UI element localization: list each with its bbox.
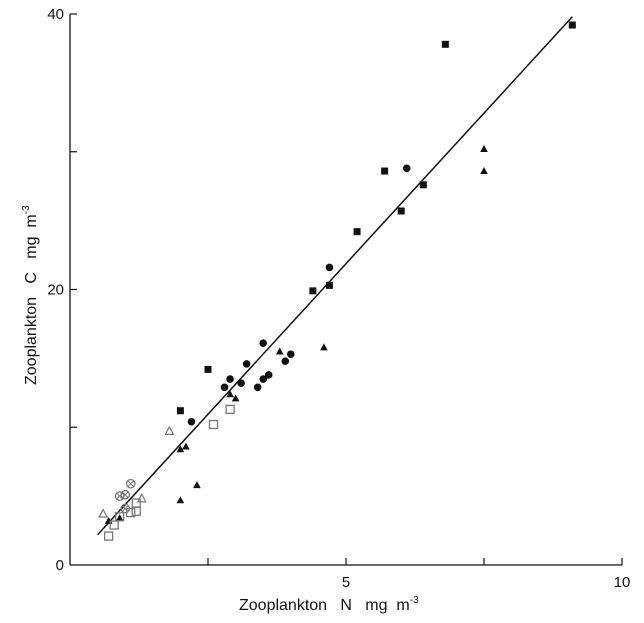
- data-point-open-square: [115, 512, 125, 522]
- y-axis-title-text: Zooplankton C mg m: [23, 214, 40, 385]
- data-point-filled-circle: [287, 350, 295, 359]
- axis-tick-labels: 5 10 0 20 40: [47, 6, 630, 591]
- data-point-filled-square: [568, 21, 576, 29]
- x-axis-title-exponent: -3: [410, 595, 419, 606]
- data-point-circle-cross-hatch: [116, 492, 124, 500]
- x-tick-label: 5: [342, 574, 350, 591]
- data-point-filled-triangle: [176, 496, 185, 504]
- y-tick-label: 0: [56, 557, 64, 574]
- data-point-filled-triangle: [115, 514, 124, 522]
- data-point-filled-square: [381, 167, 389, 175]
- data-point-open-square: [131, 506, 141, 516]
- data-point-filled-circle: [325, 263, 334, 272]
- data-point-open-triangle: [136, 493, 147, 503]
- data-point-filled-square: [176, 407, 184, 415]
- data-point-filled-triangle: [182, 442, 190, 450]
- x-tick-label: 10: [614, 574, 631, 591]
- data-point-circle-cross-hatch: [121, 505, 129, 512]
- data-point-circle-cross-hatch: [127, 480, 135, 488]
- data-point-filled-triangle: [320, 343, 328, 351]
- x-axis-title-text: Zooplankton N mg m: [239, 597, 410, 614]
- data-point-filled-circle: [237, 379, 245, 387]
- data-point-filled-square: [325, 281, 333, 289]
- data-point-circle-cross-ring: [114, 491, 125, 501]
- data-point-filled-circle: [226, 375, 234, 383]
- data-point-filled-circle: [259, 375, 268, 383]
- data-point-open-triangle: [164, 425, 175, 435]
- data-point-filled-square: [441, 40, 449, 48]
- data-point-filled-square: [204, 365, 212, 373]
- data-point-open-square: [109, 520, 119, 530]
- axes-frame: [69, 14, 622, 566]
- data-point-circle-cross: [125, 478, 136, 489]
- y-tick-label: 40: [47, 6, 64, 23]
- regression-line: [97, 16, 573, 536]
- data-point-circle-cross: [120, 489, 131, 500]
- data-point-circle-cross: [120, 503, 131, 514]
- data-point-filled-circle: [187, 417, 196, 426]
- data-point-filled-circle: [259, 339, 268, 348]
- x-axis-title: Zooplankton N mg m-3: [239, 595, 419, 614]
- y-tick-label: 20: [47, 282, 64, 299]
- data-point-circle-cross-ring: [120, 503, 131, 514]
- data-point-filled-circle: [402, 164, 411, 173]
- data-point-filled-triangle: [176, 445, 185, 453]
- data-point-filled-square: [397, 207, 405, 215]
- axis-ticks: [70, 13, 623, 565]
- data-point-filled-square: [353, 228, 361, 236]
- data-point-open-square: [103, 531, 114, 541]
- data-point-filled-triangle: [480, 144, 488, 152]
- data-point-circle-cross-ring: [125, 478, 136, 489]
- data-point-filled-circle: [264, 371, 273, 379]
- data-point-filled-circle: [281, 357, 290, 365]
- y-axis-title: Zooplankton C mg m-3: [21, 205, 40, 385]
- data-point-filled-triangle: [231, 394, 240, 402]
- data-points: [98, 21, 576, 541]
- data-point-open-square: [225, 404, 235, 414]
- data-point-filled-circle: [242, 360, 251, 368]
- data-point-filled-triangle: [226, 390, 234, 398]
- data-point-open-triangle: [98, 508, 109, 518]
- data-point-filled-square: [419, 181, 427, 189]
- data-point-filled-circle: [253, 383, 262, 392]
- data-point-filled-triangle: [275, 347, 284, 355]
- data-point-circle-cross: [114, 491, 125, 501]
- data-point-open-square: [208, 419, 219, 430]
- data-point-filled-triangle: [480, 167, 488, 175]
- data-point-filled-square: [309, 287, 317, 295]
- data-point-filled-circle: [220, 383, 229, 392]
- data-point-filled-triangle: [193, 481, 201, 489]
- y-axis-title-exponent: -3: [21, 205, 32, 214]
